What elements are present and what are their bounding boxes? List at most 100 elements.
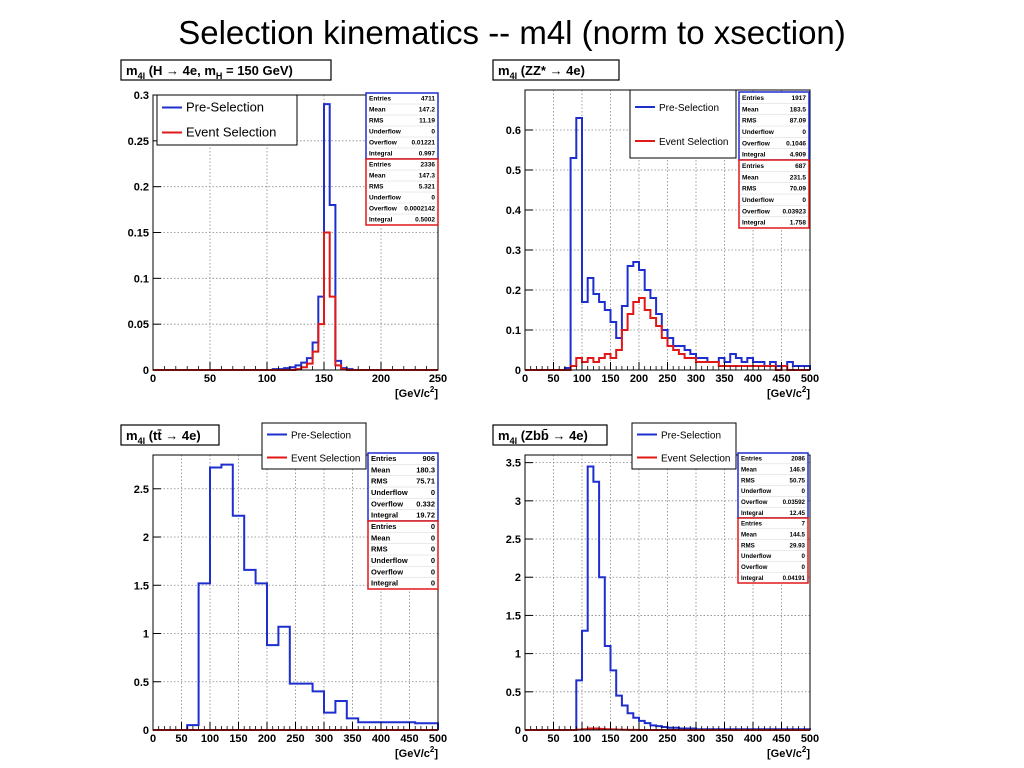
- stats-key: Mean: [742, 106, 759, 113]
- stats-key: Underflow: [742, 197, 775, 204]
- legend-box: [629, 89, 737, 159]
- x-tick-label: 50: [547, 733, 559, 745]
- stats-value: 906: [422, 454, 435, 463]
- y-tick-label: 0.6: [506, 125, 521, 137]
- histogram-series-pre-selection: [525, 117, 811, 371]
- y-tick-label: 0.3: [506, 245, 521, 257]
- histogram-series-event-selection: [525, 297, 810, 371]
- x-tick-label: 200: [258, 733, 276, 745]
- panel-title-box: [120, 424, 220, 446]
- y-tick-label: 0: [143, 725, 149, 737]
- x-tick-label: 150: [601, 733, 619, 745]
- y-tick-label: 0.2: [506, 285, 521, 297]
- stats-value: 0: [802, 553, 806, 560]
- stats-value: 180.3: [416, 465, 435, 474]
- stats-value: 0.03923: [783, 208, 807, 215]
- stats-value: 0: [431, 545, 435, 554]
- stats-key: Entries: [742, 163, 764, 170]
- stats-value: 147.3: [419, 173, 436, 180]
- stats-value: 0.332: [416, 499, 435, 508]
- legend-box: [156, 94, 298, 146]
- stats-value: 29.93: [790, 542, 806, 549]
- panel-title: m4l (Zbb̄ → 4e): [498, 428, 588, 446]
- stats-value: 87.09: [790, 118, 807, 125]
- stats-key: Integral: [371, 511, 398, 520]
- stats-value: 0: [802, 564, 806, 571]
- stats-key: Entries: [371, 522, 396, 531]
- stats-value: 5.321: [419, 184, 436, 191]
- stats-key: RMS: [371, 545, 388, 554]
- stats-value: 0.5002: [415, 217, 435, 224]
- stats-value: 75.71: [416, 477, 435, 486]
- x-tick-label: 500: [429, 733, 447, 745]
- stats-value: 7: [802, 521, 806, 528]
- y-tick-label: 1.5: [506, 610, 521, 622]
- y-tick-label: 0.05: [128, 319, 149, 331]
- y-tick-label: 3.5: [506, 458, 521, 470]
- x-tick-label: 200: [372, 373, 390, 385]
- stats-value: 0: [431, 533, 435, 542]
- stats-value: 19.72: [416, 511, 435, 520]
- stats-value: 4.909: [790, 152, 807, 159]
- stats-value: 687: [795, 163, 806, 170]
- x-tick-label: 0: [522, 373, 528, 385]
- slide-title: Selection kinematics -- m4l (norm to xse…: [178, 14, 846, 51]
- x-tick-label: 450: [772, 733, 790, 745]
- y-tick-label: 0: [143, 365, 149, 377]
- y-tick-label: 1: [515, 649, 521, 661]
- x-axis-label: [GeV/c2]: [395, 385, 438, 400]
- x-tick-label: 400: [372, 733, 390, 745]
- legend-label: Event Selection: [291, 454, 361, 465]
- x-tick-label: 300: [315, 733, 333, 745]
- stats-value: 70.09: [790, 186, 807, 193]
- x-tick-label: 200: [630, 373, 648, 385]
- stats-key: Overflow: [742, 208, 771, 215]
- stats-key: Overflow: [369, 140, 398, 147]
- stats-value: 11.19: [419, 118, 435, 125]
- x-tick-label: 100: [258, 373, 276, 385]
- y-tick-label: 3: [515, 496, 521, 508]
- y-tick-label: 0.5: [506, 165, 521, 177]
- x-tick-label: 0: [522, 733, 528, 745]
- stats-key: Overflow: [741, 499, 768, 506]
- stats-key: Mean: [369, 107, 386, 114]
- stats-value: 146.9: [790, 466, 806, 473]
- stats-key: RMS: [741, 542, 755, 549]
- stats-key: RMS: [741, 477, 755, 484]
- y-tick-label: 0.15: [128, 228, 149, 240]
- stats-key: Entries: [369, 96, 391, 103]
- stats-key: Overflow: [742, 140, 771, 147]
- stats-value: 0.03592: [783, 499, 806, 506]
- x-tick-label: 0: [150, 373, 156, 385]
- stats-key: Entries: [741, 521, 763, 528]
- legend-box: [261, 422, 367, 470]
- stats-key: Integral: [369, 217, 393, 224]
- stats-key: Underflow: [371, 488, 408, 497]
- y-tick-label: 0.1: [134, 273, 149, 285]
- x-axis-label: [GeV/c2]: [767, 385, 810, 400]
- legend-label: Pre-Selection: [186, 100, 264, 115]
- x-tick-label: 100: [573, 373, 591, 385]
- x-tick-label: 500: [801, 733, 819, 745]
- stats-key: Entries: [742, 95, 764, 102]
- stats-key: Integral: [742, 220, 766, 227]
- panel-title: m4l (tt̄ → 4e): [126, 428, 201, 446]
- stats-value: 50.75: [790, 477, 806, 484]
- stats-key: Overflow: [371, 499, 403, 508]
- stats-key: Entries: [369, 162, 391, 169]
- x-tick-label: 450: [772, 373, 790, 385]
- x-tick-label: 200: [630, 733, 648, 745]
- stats-value: 0.01221: [412, 140, 436, 147]
- legend-label: Event Selection: [661, 454, 731, 465]
- stats-key: Integral: [741, 575, 764, 582]
- x-tick-label: 450: [400, 733, 418, 745]
- y-tick-label: 0: [515, 365, 521, 377]
- x-tick-label: 250: [658, 373, 676, 385]
- y-tick-label: 2.5: [134, 484, 149, 496]
- stats-key: Overflow: [369, 206, 398, 213]
- x-tick-label: 250: [286, 733, 304, 745]
- stats-value: 0: [431, 129, 435, 136]
- stats-key: RMS: [742, 186, 757, 193]
- stats-value: 0.997: [419, 151, 436, 158]
- y-tick-label: 0: [515, 725, 521, 737]
